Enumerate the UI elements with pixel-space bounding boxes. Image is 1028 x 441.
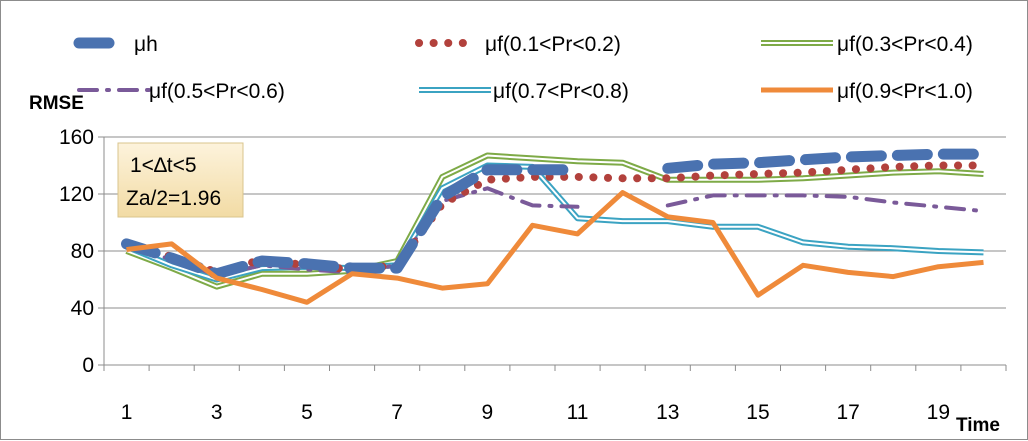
legend-item-0: μh: [73, 33, 158, 56]
legend-label-4: μf(0.7<Pr<0.8): [493, 80, 629, 103]
series-lines: [121, 148, 989, 305]
x-tick-label-9: 19: [927, 401, 950, 424]
series-5: [126, 190, 984, 305]
y-tick-label-2: 80: [71, 240, 94, 263]
y-tick-label-4: 160: [59, 126, 94, 149]
y-tick-label-0: 0: [82, 354, 94, 377]
legend-item-3: μf(0.5<Pr<0.6): [77, 80, 285, 103]
annotation-box: 1<∆t<5 Za/2=1.96: [117, 142, 244, 218]
series-1: [122, 161, 988, 277]
x-axis-title: Time: [956, 415, 1000, 436]
legend-label-3: μf(0.5<Pr<0.6): [149, 80, 285, 103]
x-tick-label-1: 3: [211, 401, 223, 424]
x-tick-label-4: 9: [482, 401, 494, 424]
x-tick-label-8: 17: [836, 401, 859, 424]
x-tick-label-3: 7: [391, 401, 403, 424]
x-tick-label-6: 13: [656, 401, 679, 424]
legend-label-5: μf(0.9<Pr<1.0): [837, 80, 973, 103]
annotation-background: [117, 142, 244, 218]
series-line-inner-2: [126, 154, 984, 288]
series-line-1: [122, 161, 988, 277]
legend-item-2: μf(0.3<Pr<0.4): [761, 33, 973, 56]
series-2: [125, 152, 984, 290]
y-axis-title: RMSE: [29, 93, 84, 114]
y-tick-label-3: 120: [59, 183, 94, 206]
x-tick-label-0: 1: [121, 401, 133, 424]
legend-label-0: μh: [134, 33, 158, 56]
x-tick-label-7: 15: [746, 401, 769, 424]
legend-item-4: μf(0.7<Pr<0.8): [419, 80, 629, 103]
legend-item-5: μf(0.9<Pr<1.0): [761, 80, 973, 103]
legend: μh μf(0.1<Pr<0.2) μf(0.3<Pr<0.4) μf(0.5<Pr<…: [73, 33, 973, 103]
annotation-line-1: 1<∆t<5: [130, 154, 197, 177]
legend-item-1: μf(0.1<Pr<0.2): [415, 33, 621, 56]
legend-label-1: μf(0.1<Pr<0.2): [485, 33, 621, 56]
x-tick-label-5: 11: [567, 401, 589, 424]
y-tick-label-1: 40: [71, 297, 94, 320]
annotation-line-2: Za/2=1.96: [126, 187, 221, 210]
legend-label-2: μf(0.3<Pr<0.4): [837, 33, 973, 56]
x-tick-label-2: 5: [301, 401, 313, 424]
series-line-5: [126, 190, 984, 305]
